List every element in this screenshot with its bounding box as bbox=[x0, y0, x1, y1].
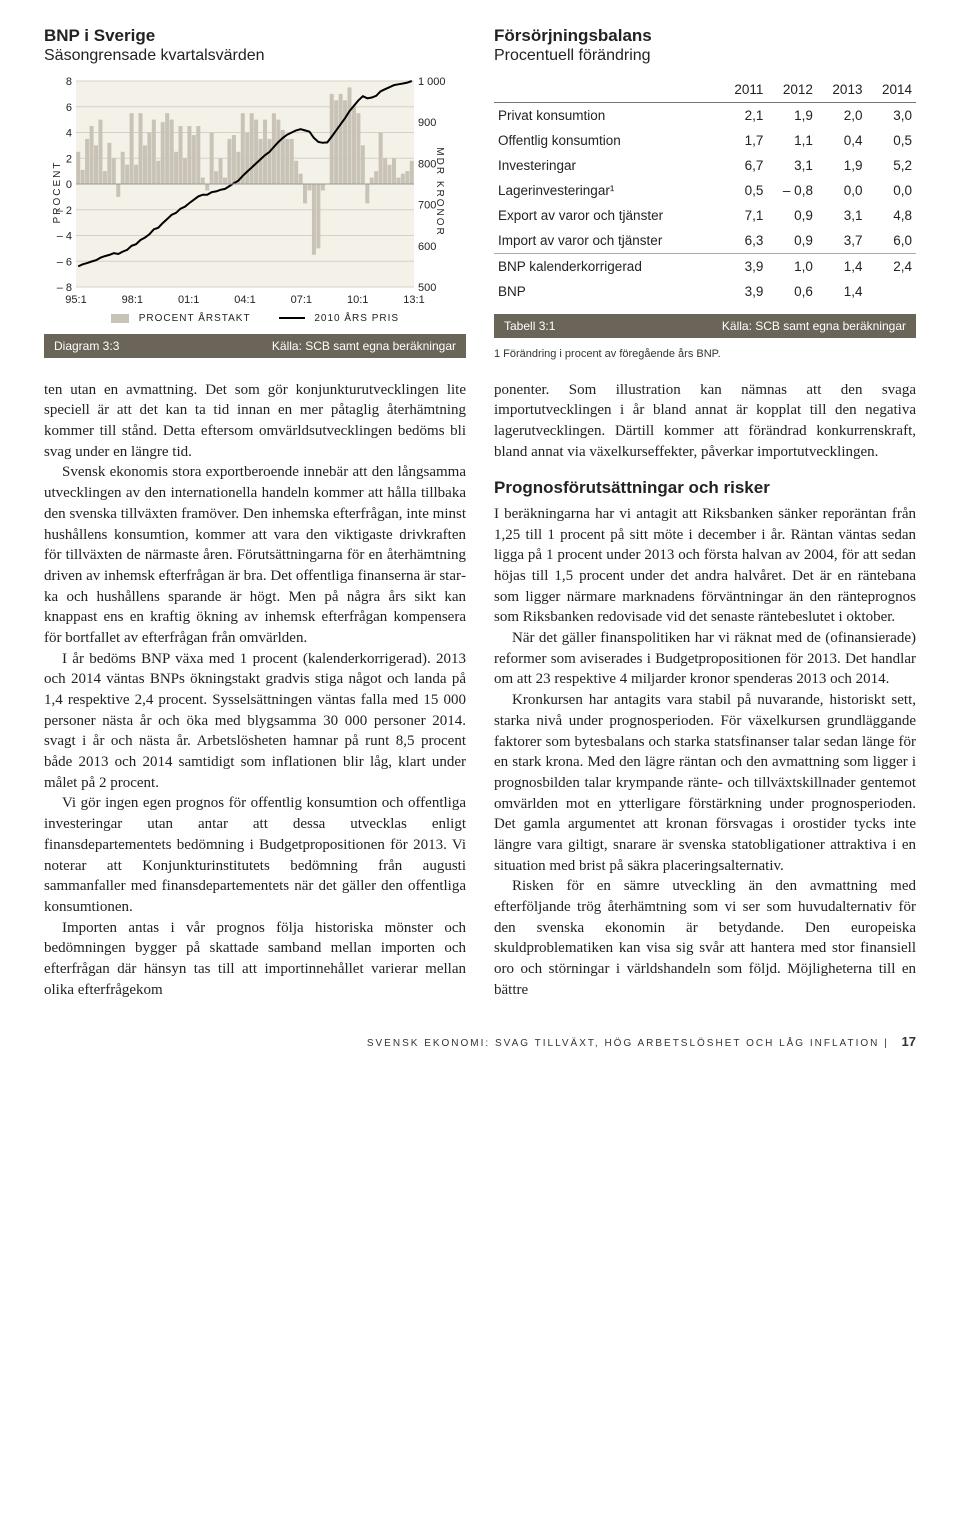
y-right-label: MDR KRONOR bbox=[434, 147, 445, 236]
top-panels: BNP i Sverige Säsongrensade kvartalsvärd… bbox=[44, 26, 916, 360]
svg-text:600: 600 bbox=[418, 241, 436, 253]
svg-text:07:1: 07:1 bbox=[291, 294, 312, 306]
svg-text:– 4: – 4 bbox=[57, 230, 72, 242]
svg-text:– 8: – 8 bbox=[57, 282, 72, 294]
svg-text:900: 900 bbox=[418, 117, 436, 129]
svg-text:– 6: – 6 bbox=[57, 256, 72, 268]
svg-text:0: 0 bbox=[66, 179, 72, 191]
chart-subtitle: Säsongrensade kvartalsvärden bbox=[44, 46, 466, 65]
table-row: Investeringar6,73,11,95,2 bbox=[494, 153, 916, 178]
table-caption-label: Tabell 3:1 bbox=[504, 319, 555, 333]
table-31: 2011201220132014Privat konsumtion2,11,92… bbox=[494, 77, 916, 304]
table-subtitle: Procentuell förändring bbox=[494, 46, 916, 65]
table-row: Import av varor och tjänster6,30,93,76,0 bbox=[494, 228, 916, 254]
para: I beräkningarna har vi antagit att Riksb… bbox=[494, 504, 916, 628]
para: När det gäller finanspolitiken har vi rä… bbox=[494, 628, 916, 690]
chart-caption-bar: Diagram 3:3 Källa: SCB samt egna beräkni… bbox=[44, 334, 466, 358]
svg-text:1 000: 1 000 bbox=[418, 77, 446, 88]
table-title: Försörjningsbalans bbox=[494, 26, 916, 46]
para: ponenter. Som illustration kan nämnas at… bbox=[494, 380, 916, 463]
section-heading: Prognosförutsättningar och risker bbox=[494, 476, 916, 499]
table-footnote: 1 Förändring i procent av föregående års… bbox=[494, 348, 916, 360]
footer-text: SVENSK EKONOMI: SVAG TILLVÄXT, HÖG ARBET… bbox=[367, 1038, 880, 1049]
legend-item-line: 2010 ÅRS PRIS bbox=[279, 313, 400, 324]
chart-caption-label: Diagram 3:3 bbox=[54, 339, 119, 353]
svg-text:04:1: 04:1 bbox=[234, 294, 255, 306]
svg-text:8: 8 bbox=[66, 77, 72, 88]
para: ten utan en avmattning. Det som gör konj… bbox=[44, 380, 466, 463]
svg-text:95:1: 95:1 bbox=[65, 294, 86, 306]
para: Kronkursen har antagits vara stabil på n… bbox=[494, 690, 916, 876]
svg-text:6: 6 bbox=[66, 101, 72, 113]
para: Svensk ekonomis stora exportberoende inn… bbox=[44, 462, 466, 648]
para: Importen antas i vår prognos följa histo… bbox=[44, 918, 466, 1001]
table-row: Offentlig konsumtion1,71,10,40,5 bbox=[494, 128, 916, 153]
svg-text:4: 4 bbox=[66, 127, 72, 139]
chart-area: PROCENT 86420– 2– 4– 6– 81 0009008007006… bbox=[44, 77, 466, 307]
footer-sep: | bbox=[884, 1038, 889, 1049]
svg-text:500: 500 bbox=[418, 282, 436, 294]
chart-caption-source: Källa: SCB samt egna beräkningar bbox=[272, 339, 456, 353]
table-caption-source: Källa: SCB samt egna beräkningar bbox=[722, 319, 906, 333]
table-row: Export av varor och tjänster7,10,93,14,8 bbox=[494, 203, 916, 228]
svg-text:10:1: 10:1 bbox=[347, 294, 368, 306]
svg-text:98:1: 98:1 bbox=[122, 294, 143, 306]
y-left-label: PROCENT bbox=[52, 160, 63, 223]
chart-panel: BNP i Sverige Säsongrensade kvartalsvärd… bbox=[44, 26, 466, 360]
svg-text:2: 2 bbox=[66, 153, 72, 165]
table-row: BNP3,90,61,4 bbox=[494, 279, 916, 304]
para: Risken för en sämre utveckling än den av… bbox=[494, 876, 916, 1000]
table-row: BNP kalenderkorrigerad3,91,01,42,4 bbox=[494, 253, 916, 279]
chart-title: BNP i Sverige bbox=[44, 26, 466, 46]
chart-svg: 86420– 2– 4– 6– 81 00090080070060050095:… bbox=[44, 77, 454, 307]
body-text: ten utan en avmattning. Det som gör konj… bbox=[44, 380, 916, 1001]
page-footer: SVENSK EKONOMI: SVAG TILLVÄXT, HÖG ARBET… bbox=[44, 1034, 916, 1049]
table-caption-bar: Tabell 3:1 Källa: SCB samt egna beräknin… bbox=[494, 314, 916, 338]
para: Vi gör ingen egen prognos för offentlig … bbox=[44, 793, 466, 917]
legend-line-label: 2010 ÅRS PRIS bbox=[314, 313, 399, 324]
chart-legend: PROCENT ÅRSTAKT 2010 ÅRS PRIS bbox=[44, 313, 466, 324]
svg-text:01:1: 01:1 bbox=[178, 294, 199, 306]
para: I år bedöms BNP växa med 1 procent (kale… bbox=[44, 649, 466, 794]
legend-item-bars: PROCENT ÅRSTAKT bbox=[111, 313, 251, 324]
svg-text:13:1: 13:1 bbox=[403, 294, 424, 306]
legend-bars-label: PROCENT ÅRSTAKT bbox=[139, 313, 251, 324]
page-number: 17 bbox=[902, 1034, 916, 1049]
table-panel: Försörjningsbalans Procentuell förändrin… bbox=[494, 26, 916, 360]
line-swatch-icon bbox=[279, 317, 305, 319]
table-row: Privat konsumtion2,11,92,03,0 bbox=[494, 102, 916, 128]
bar-swatch-icon bbox=[111, 314, 129, 323]
table-row: Lagerinvesteringar¹0,5– 0,80,00,0 bbox=[494, 178, 916, 203]
